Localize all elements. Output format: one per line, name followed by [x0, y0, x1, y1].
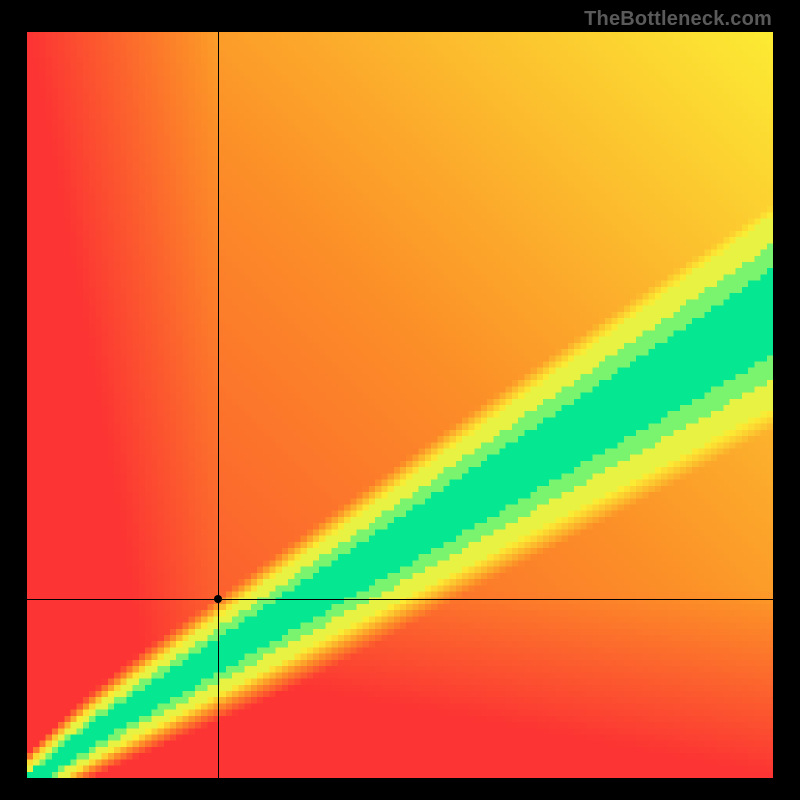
heatmap-canvas — [27, 32, 773, 778]
watermark-text: TheBottleneck.com — [584, 8, 772, 31]
crosshair-horizontal — [27, 599, 773, 600]
heatmap-plot — [27, 32, 773, 778]
crosshair-vertical — [218, 32, 219, 778]
bottleneck-point — [214, 595, 222, 603]
